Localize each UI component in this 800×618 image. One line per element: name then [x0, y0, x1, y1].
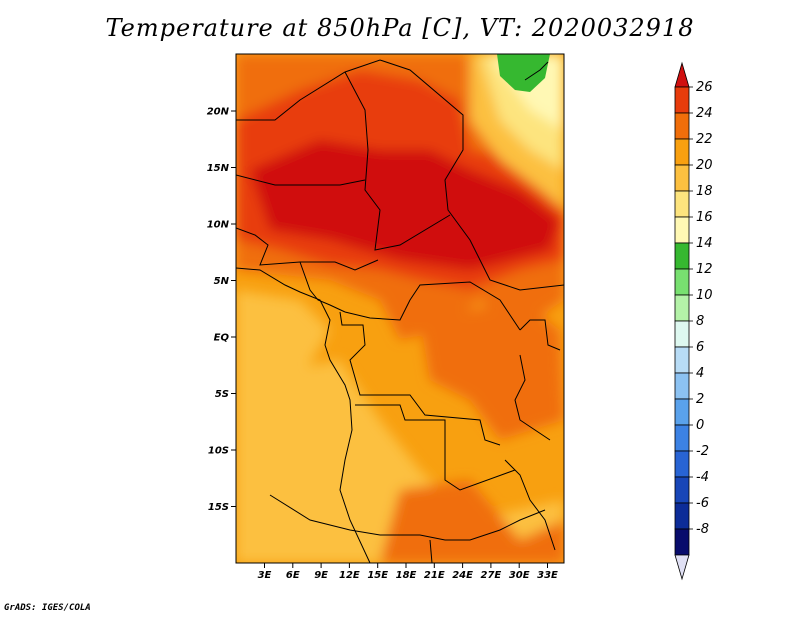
- colorbar-swatch: [674, 112, 690, 140]
- colorbar-swatch: [674, 242, 690, 270]
- colorbar-swatch: [674, 138, 690, 166]
- cold-air-patch: [497, 54, 550, 92]
- lon-label: 12E: [339, 570, 360, 581]
- colorbar-swatch: [674, 320, 690, 348]
- colorbar-label: 24: [696, 106, 713, 121]
- colorbar-swatch: [674, 216, 690, 244]
- lat-label: 10N: [207, 220, 230, 231]
- map-title: Temperature at 850hPa [C], VT: 202003291…: [105, 14, 695, 42]
- colorbar-label: -6: [696, 496, 709, 511]
- colorbar-label: 10: [696, 288, 713, 303]
- colorbar-swatch: [674, 424, 690, 452]
- colorbar-label: 20: [696, 158, 713, 173]
- colorbar-label: 12: [696, 262, 713, 277]
- colorbar-swatch: [674, 372, 690, 400]
- lat-label: 20N: [207, 107, 230, 118]
- lat-label: 10S: [208, 446, 229, 457]
- colorbar-swatch: [674, 398, 690, 426]
- colorbar-label: 6: [696, 340, 704, 355]
- colorbar-swatch: [674, 346, 690, 374]
- colorbar-label: -4: [696, 470, 709, 485]
- lat-label: 15N: [207, 163, 230, 174]
- longitude-axis: 3E 6E 9E 12E 15E 18E 21E 24E 27E 30E 33E: [258, 563, 558, 581]
- colorbar-label: 4: [696, 366, 704, 381]
- lon-label: 6E: [286, 570, 300, 581]
- map-frame: [235, 53, 565, 564]
- country-boundaries: [236, 59, 564, 563]
- colorbar-label: 16: [696, 210, 713, 225]
- lon-label: 21E: [424, 570, 445, 581]
- lon-label: 27E: [481, 570, 502, 581]
- colorbar-max-arrow: [674, 61, 690, 88]
- lat-label: 5S: [215, 389, 229, 400]
- colorbar-swatch: [674, 86, 690, 114]
- lon-label: 15E: [367, 570, 388, 581]
- lon-label: 30E: [509, 570, 530, 581]
- lon-label: 9E: [314, 570, 328, 581]
- colorbar-swatch: [674, 190, 690, 218]
- credit-text: GrADS: IGES/COLA: [4, 603, 91, 613]
- colorbar-swatch: [674, 528, 690, 556]
- lon-label: 18E: [396, 570, 417, 581]
- colorbar-label: 0: [696, 418, 704, 433]
- colorbar-label: 14: [696, 236, 713, 251]
- colorbar-swatch: [674, 476, 690, 504]
- colorbar-label: -2: [696, 444, 709, 459]
- lon-label: 3E: [258, 570, 272, 581]
- colorbar-label: -8: [696, 522, 709, 537]
- colorbar-label: 18: [696, 184, 713, 199]
- lon-label: 33E: [537, 570, 558, 581]
- lat-label: 5N: [214, 276, 230, 287]
- colorbar-label: 22: [696, 132, 713, 147]
- lat-label: EQ: [214, 333, 230, 344]
- colorbar-label: 26: [696, 80, 713, 95]
- temperature-field: [236, 54, 564, 563]
- lon-label: 24E: [452, 570, 473, 581]
- colorbar-swatch: [674, 164, 690, 192]
- colorbar-min-arrow: [674, 554, 690, 581]
- lat-label: 15S: [208, 502, 229, 513]
- colorbar-label: 8: [696, 314, 704, 329]
- colorbar-swatch: [674, 294, 690, 322]
- colorbar-label: 2: [696, 392, 704, 407]
- colorbar-swatch: [674, 502, 690, 530]
- colorbar-swatch: [674, 268, 690, 296]
- latitude-axis: 20N 15N 10N 5N EQ 5S 10S 15S: [207, 107, 236, 513]
- colorbar-swatch: [674, 450, 690, 478]
